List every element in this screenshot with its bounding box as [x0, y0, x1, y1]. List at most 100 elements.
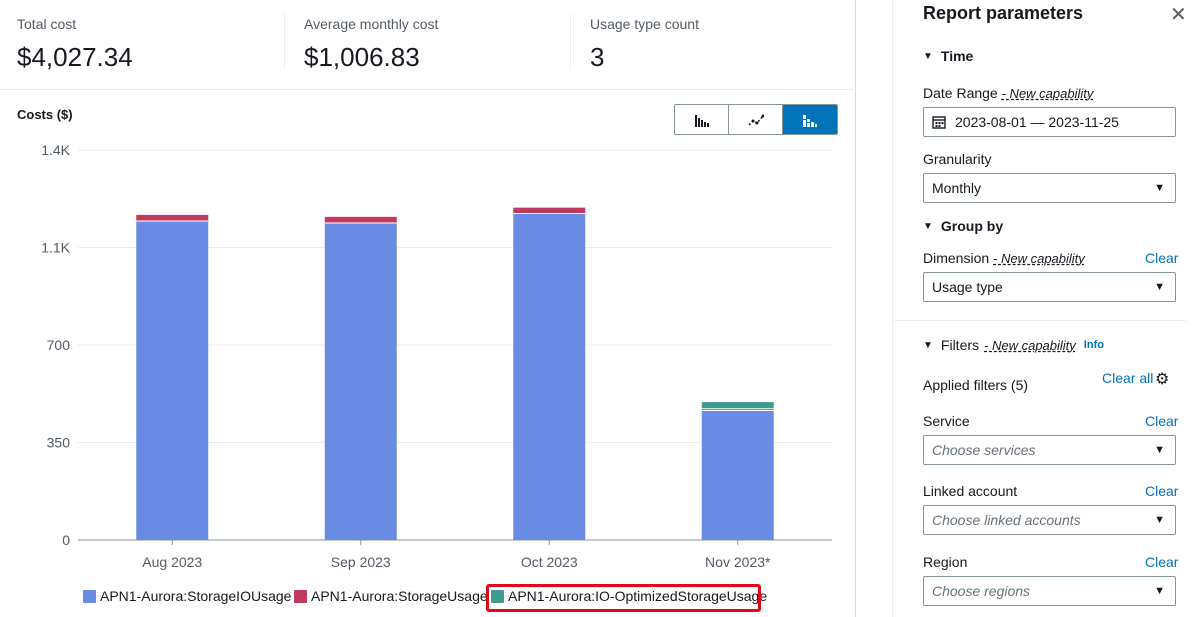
total-cost-value: $4,027.34 [17, 42, 133, 72]
bar-segment [136, 221, 209, 540]
date-range-label: Date Range - New capability [923, 85, 1093, 101]
total-cost-label: Total cost [17, 16, 77, 32]
legend-item-storage[interactable]: APN1-Aurora:StorageUsage [294, 588, 488, 604]
highlight-box [486, 584, 761, 612]
bar-segment [324, 222, 397, 540]
region-placeholder: Choose regions [932, 583, 1031, 599]
granularity-select[interactable]: Monthly ▼ [923, 173, 1176, 203]
total-cost-metric: Total cost $4,027.34 [17, 16, 133, 73]
divider [570, 14, 571, 70]
service-placeholder: Choose services [932, 442, 1036, 458]
settings-gear-icon[interactable]: ⚙ [1155, 371, 1170, 388]
legend-label: APN1-Aurora:IO-OptimizedStorageUsage [508, 588, 768, 604]
service-select[interactable]: Choose services ▼ [923, 435, 1176, 465]
bar-segment [136, 214, 209, 222]
y-tick-label: 350 [47, 435, 71, 451]
stacked-bar-chart-button[interactable] [783, 105, 837, 134]
caret-down-icon: ▼ [923, 50, 933, 62]
bar-segment [701, 410, 774, 540]
y-tick-label: 0 [62, 532, 70, 548]
service-clear-link[interactable]: Clear [1145, 413, 1179, 429]
line-chart-icon [747, 114, 764, 126]
legend-label: APN1-Aurora:StorageIOUsage [100, 588, 292, 604]
info-link[interactable]: Info [1083, 339, 1104, 351]
costs-chart: 0 350 700 1.1K 1.4K Aug 2023 Sep 2023 Oct 2023 N… [41, 142, 832, 570]
legend-item-io-optimized[interactable]: APN1-Aurora:IO-OptimizedStorageUsage [491, 588, 767, 604]
dropdown-arrow-icon: ▼ [1154, 585, 1165, 597]
divider [284, 14, 285, 70]
service-label: Service [923, 413, 970, 429]
bar-chart-icon [694, 114, 709, 127]
bar-segment [701, 402, 774, 409]
average-monthly-metric: Average monthly cost $1,006.83 [304, 16, 438, 73]
dropdown-arrow-icon: ▼ [1154, 514, 1165, 526]
x-tick-label: Aug 2023 [142, 554, 202, 570]
panel-title: Report parameters [923, 3, 1084, 23]
group-by-section-label: Group by [940, 218, 1004, 234]
dropdown-arrow-icon: ▼ [1154, 281, 1165, 293]
granularity-label: Granularity [923, 151, 992, 167]
time-section-toggle[interactable]: ▼ Time [923, 48, 973, 64]
bar-chart-button[interactable] [675, 105, 729, 134]
dimension-label-text: Dimension [923, 250, 990, 266]
region-label: Region [923, 554, 968, 570]
dimension-value: Usage type [932, 279, 1003, 295]
chart-type-toggle [674, 104, 838, 135]
bar-segment [513, 207, 586, 214]
legend-label: APN1-Aurora:StorageUsage [311, 588, 488, 604]
new-capability-tag[interactable]: - New capability [1001, 86, 1094, 101]
applied-filters-label: Applied filters (5) [923, 377, 1029, 393]
legend-swatch [83, 589, 96, 603]
bar-segment [701, 408, 774, 411]
divider [894, 320, 1186, 321]
average-monthly-value: $1,006.83 [304, 42, 420, 72]
stacked-bar-chart-icon [803, 114, 817, 127]
date-range-picker[interactable]: 2023-08-01 — 2023-11-25 [923, 107, 1176, 137]
panel-splitter[interactable] [857, 0, 893, 617]
legend-item-storageio[interactable]: APN1-Aurora:StorageIOUsage [83, 588, 291, 604]
y-tick-label: 1.4K [41, 142, 70, 158]
dropdown-arrow-icon: ▼ [1154, 182, 1165, 194]
legend-swatch [294, 589, 307, 603]
linked-account-select[interactable]: Choose linked accounts ▼ [923, 505, 1176, 535]
bar-segment [513, 213, 586, 540]
y-tick-label: 700 [47, 337, 71, 353]
linked-account-placeholder: Choose linked accounts [932, 512, 1081, 528]
chart-title: Costs ($) [17, 107, 73, 122]
date-range-value: 2023-08-01 — 2023-11-25 [955, 114, 1119, 130]
usage-type-count-label: Usage type count [590, 16, 699, 32]
group-by-section-toggle[interactable]: ▼ Group by [923, 218, 1003, 234]
close-icon[interactable]: ✕ [1170, 4, 1187, 26]
region-clear-link[interactable]: Clear [1145, 554, 1179, 570]
clear-all-link[interactable]: Clear all [1102, 370, 1154, 386]
legend-swatch [491, 589, 504, 603]
usage-type-count-metric: Usage type count 3 [590, 16, 699, 73]
calendar-icon [932, 116, 946, 129]
time-section-label: Time [940, 48, 974, 64]
line-chart-button[interactable] [729, 105, 783, 134]
x-tick-label: Sep 2023 [331, 554, 391, 570]
filters-section-toggle[interactable]: ▼ Filters - New capability Info [923, 337, 1104, 353]
bar-segment [324, 216, 397, 223]
region-select[interactable]: Choose regions ▼ [923, 576, 1176, 606]
average-monthly-label: Average monthly cost [304, 16, 439, 32]
linked-account-clear-link[interactable]: Clear [1145, 483, 1179, 499]
main-content: Total cost $4,027.34 Average monthly cos… [0, 0, 856, 617]
dimension-label: Dimension - New capability [923, 250, 1085, 266]
filters-section-label: Filters [940, 337, 980, 353]
date-range-label-text: Date Range [923, 85, 998, 101]
caret-down-icon: ▼ [923, 339, 933, 351]
caret-down-icon: ▼ [923, 220, 933, 232]
y-tick-label: 1.1K [41, 240, 70, 256]
x-tick-label: Oct 2023 [521, 554, 578, 570]
linked-account-label: Linked account [923, 483, 1018, 499]
report-parameters-panel [894, 0, 1200, 617]
dimension-select[interactable]: Usage type ▼ [923, 272, 1176, 302]
dimension-clear-link[interactable]: Clear [1145, 250, 1179, 266]
new-capability-tag[interactable]: - New capability [993, 251, 1085, 266]
x-tick-label: Nov 2023* [705, 554, 771, 570]
dropdown-arrow-icon: ▼ [1154, 444, 1165, 456]
usage-type-count-value: 3 [590, 42, 605, 72]
granularity-value: Monthly [932, 180, 982, 196]
new-capability-tag[interactable]: - New capability [984, 337, 1076, 353]
